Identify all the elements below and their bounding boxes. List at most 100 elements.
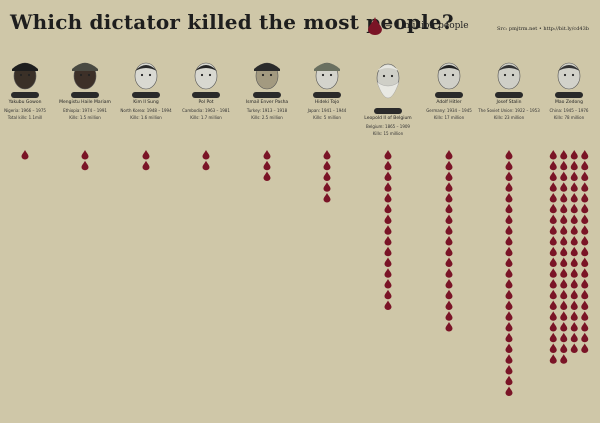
portrait-icon: [253, 62, 281, 98]
blood-drop-mark: [570, 214, 578, 224]
blood-drop-mark: [570, 171, 578, 181]
blood-drop-mark: [384, 236, 392, 246]
blood-drop-mark: [384, 246, 392, 257]
dictator-kills: Total kills: 1.1mill: [7, 115, 43, 120]
dictator-kills: Kills: 1.5 million: [69, 115, 101, 120]
blood-drop-mark: [560, 150, 568, 160]
blood-drop-mark: [549, 343, 557, 353]
blood-drop-mark: [549, 257, 557, 267]
dictator-kills: Kills: 23 million: [493, 115, 525, 120]
blood-drop-mark: [560, 268, 568, 278]
blood-drop-mark: [549, 279, 557, 289]
blood-drop-mark: [263, 171, 271, 181]
blood-drop-mark: [505, 354, 513, 364]
blood-drop-mark: [263, 160, 271, 171]
blood-drop-mark: [505, 160, 513, 171]
blood-drop-mark: [570, 182, 578, 192]
blood-drop-mark: [202, 160, 210, 171]
blood-drop-mark: [445, 236, 453, 246]
blood-drop-mark: [505, 150, 513, 160]
blood-drop-mark: [445, 160, 453, 171]
blood-drop-mark: [384, 150, 392, 160]
blood-drop-mark: [581, 279, 589, 289]
dictator-column: Kim Il Sung North Korea: 1948 – 1994 Kills…: [114, 56, 178, 120]
blood-drop-mark: [384, 160, 392, 171]
blood-drop-mark: [505, 289, 513, 300]
dictator-name: Leopold II of Belgium: [364, 116, 412, 121]
portrait-icon: [192, 62, 220, 98]
dictator-country-years: Germany: 1934 – 1945: [426, 108, 472, 113]
blood-drop-mark: [549, 289, 557, 300]
dictator-kills: Kills: 1.6 million: [130, 115, 162, 120]
blood-drop-mark: [505, 300, 513, 310]
dictator-country-years: Ethiopia: 1974 – 1991: [63, 108, 107, 113]
dictator-name: Mao Zedong: [555, 100, 583, 105]
blood-drop-mark: [581, 246, 589, 257]
blood-drop-mark: [560, 214, 568, 224]
portrait-icon: [11, 62, 39, 98]
blood-drop-mark: [445, 225, 453, 235]
blood-drop-mark: [445, 150, 453, 160]
blood-drop-mark: [549, 236, 557, 246]
blood-drop-mark: [560, 171, 568, 181]
dictator-name: Adolf Hitler: [436, 100, 462, 105]
dictator-country-years: Belgium: 1865 – 1909: [366, 124, 410, 129]
blood-drop-mark: [570, 246, 578, 257]
blood-drop-mark: [445, 268, 453, 278]
blood-drop-mark: [581, 160, 589, 171]
blood-drop-mark: [549, 268, 557, 278]
blood-drop-mark: [570, 236, 578, 246]
dictator-name: Mengistu Haile Mariam: [59, 100, 111, 105]
dictator-column: Adolf Hitler Germany: 1934 – 1945 Kills: 1…: [417, 56, 481, 120]
blood-drop-mark: [445, 322, 453, 332]
blood-drop-mark: [142, 160, 150, 171]
blood-drop-mark: [445, 246, 453, 257]
blood-drop-mark: [581, 203, 589, 214]
dictator-country-years: China: 1945 – 1976: [549, 108, 589, 113]
blood-drop-mark: [549, 225, 557, 235]
dictator-country-years: Nigeria: 1966 – 1975: [4, 108, 46, 113]
blood-drop-mark: [384, 268, 392, 278]
blood-drop-mark: [570, 225, 578, 235]
blood-drop-mark: [505, 365, 513, 375]
blood-drop-mark: [384, 193, 392, 203]
blood-drop-mark: [323, 171, 331, 181]
dictator-kills: Kills: 17 million: [433, 115, 465, 120]
blood-drop-mark: [505, 332, 513, 343]
dictator-column: Ismail Enver Pasha Turkey: 1913 – 1918 Kil…: [235, 56, 299, 120]
dictator-country-years: Turkey: 1913 – 1918: [246, 108, 288, 113]
blood-drop-mark: [263, 150, 271, 160]
blood-drop-mark: [549, 203, 557, 214]
portrait-icon: [71, 62, 99, 98]
blood-drop-mark: [549, 182, 557, 192]
blood-drop-mark: [505, 257, 513, 267]
blood-drop-mark: [560, 289, 568, 300]
blood-drop-mark: [560, 203, 568, 214]
blood-drop-mark: [549, 171, 557, 181]
blood-drop-mark: [549, 332, 557, 343]
blood-drop-mark: [384, 289, 392, 300]
blood-drop-mark: [384, 214, 392, 224]
blood-drop-mark: [549, 214, 557, 224]
dictator-country-years: Cambodia: 1963 – 1981: [182, 108, 230, 113]
blood-drop-mark: [581, 182, 589, 192]
blood-drop-mark: [549, 354, 557, 364]
blood-drop-mark: [21, 150, 29, 160]
blood-drop-mark: [570, 150, 578, 160]
blood-drop-mark: [560, 300, 568, 310]
blood-drop-mark: [505, 311, 513, 321]
blood-drop-mark: [549, 246, 557, 257]
blood-drop-mark: [560, 246, 568, 257]
blood-drop-mark: [581, 171, 589, 181]
blood-drop-mark: [445, 203, 453, 214]
dictator-name: Kim Il Sung: [133, 100, 159, 105]
dictator-column: Hideki Tojo Japan: 1941 – 1944 Kills: 5 mi…: [295, 56, 359, 120]
blood-drop-mark: [581, 225, 589, 235]
blood-drop-mark: [445, 257, 453, 267]
blood-drop-mark: [581, 193, 589, 203]
blood-drop-mark: [581, 268, 589, 278]
blood-drop-mark: [445, 171, 453, 181]
blood-drop-mark: [445, 311, 453, 321]
